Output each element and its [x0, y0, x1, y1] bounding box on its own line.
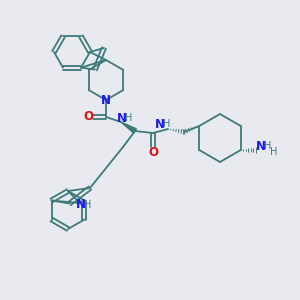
Text: N: N: [155, 118, 165, 130]
Text: O: O: [148, 146, 158, 158]
Text: N: N: [101, 94, 111, 106]
Text: O: O: [83, 110, 93, 124]
Text: H: H: [163, 119, 171, 129]
Text: N: N: [76, 199, 86, 212]
Text: N: N: [256, 140, 266, 152]
Text: H: H: [264, 141, 272, 151]
Text: H: H: [270, 147, 278, 157]
Text: N: N: [117, 112, 127, 124]
Text: H: H: [125, 113, 133, 123]
Polygon shape: [121, 122, 136, 133]
Text: H: H: [84, 200, 92, 210]
